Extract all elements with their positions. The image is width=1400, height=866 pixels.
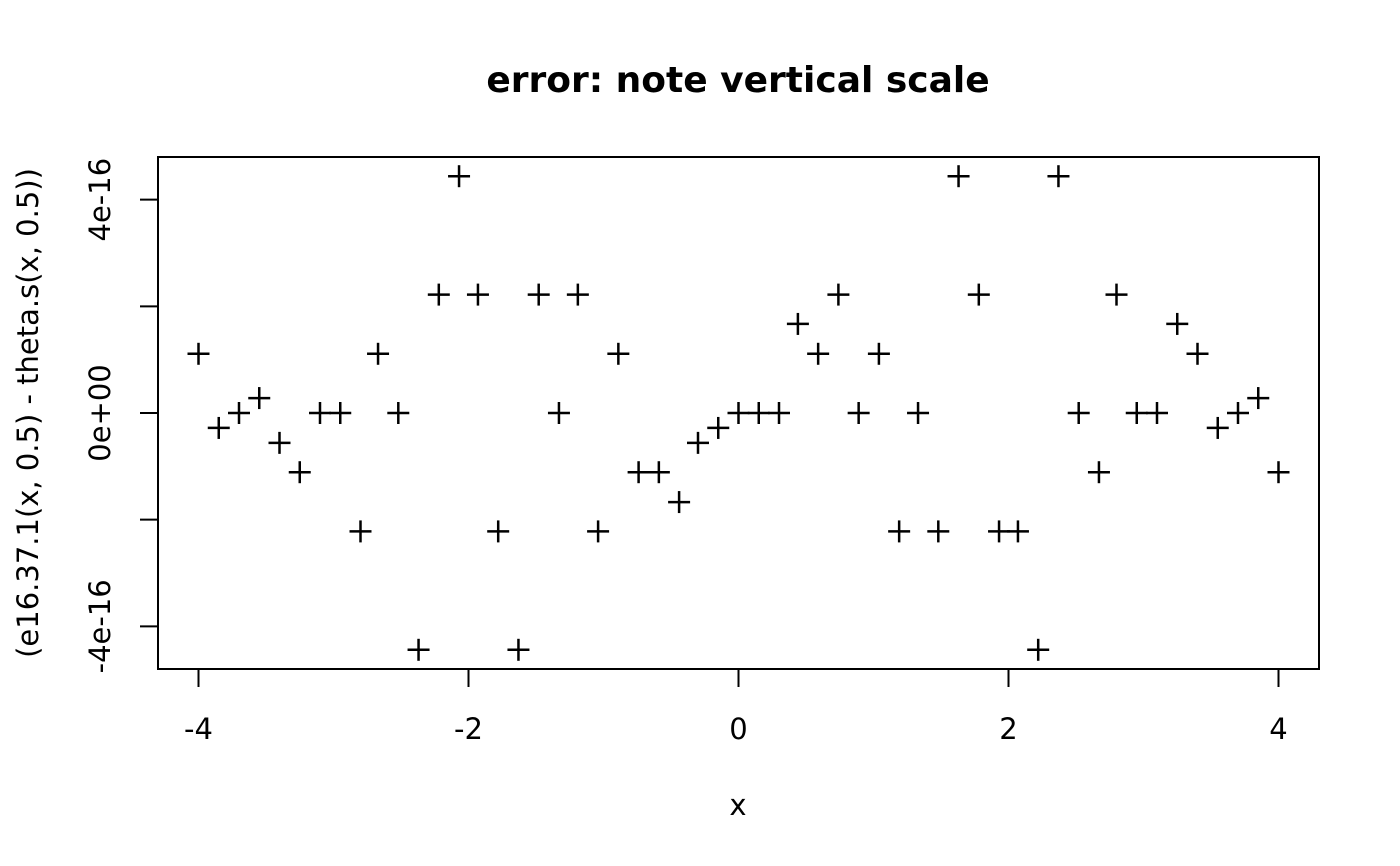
data-point	[349, 520, 372, 543]
data-point	[566, 283, 589, 306]
data-point	[329, 402, 352, 424]
data-point	[607, 342, 630, 365]
data-point	[228, 402, 250, 424]
data-point	[847, 402, 870, 424]
data-point	[687, 431, 709, 454]
data-point	[1125, 402, 1148, 424]
data-point	[367, 342, 390, 365]
data-point	[1027, 638, 1050, 661]
data-point	[627, 461, 650, 484]
data-point	[288, 461, 311, 484]
data-point	[907, 402, 930, 424]
data-point	[1146, 402, 1168, 424]
data-point	[187, 342, 210, 365]
data-point	[1227, 402, 1249, 424]
data-point	[988, 520, 1011, 543]
data-point	[1267, 461, 1290, 484]
data-point	[587, 520, 610, 543]
data-point	[786, 312, 809, 335]
data-point	[947, 165, 970, 188]
data-point	[547, 402, 570, 424]
x-tick-label: 0	[729, 712, 747, 746]
data-point	[527, 283, 550, 306]
data-points	[187, 165, 1290, 661]
data-point	[707, 416, 730, 439]
data-point	[867, 342, 890, 365]
data-point	[1087, 461, 1110, 484]
x-axis: -4 -2 0 2 4	[184, 668, 1288, 746]
x-tick-label: -2	[454, 712, 483, 746]
data-point	[487, 520, 510, 543]
data-point	[427, 283, 450, 306]
data-point	[888, 520, 911, 543]
data-point	[827, 283, 850, 306]
data-point	[507, 638, 530, 661]
data-point	[1186, 342, 1209, 365]
data-point	[309, 402, 331, 424]
data-point	[1206, 416, 1229, 439]
x-tick-label: 4	[1269, 712, 1287, 746]
data-point	[668, 491, 691, 514]
data-point	[1047, 165, 1070, 188]
data-point	[1067, 402, 1090, 424]
data-point	[466, 283, 489, 306]
y-tick-label: 4e-16	[83, 158, 117, 242]
chart-title: error: note vertical scale	[486, 60, 989, 101]
data-point	[207, 416, 230, 439]
data-point	[747, 402, 770, 424]
data-point	[248, 387, 271, 410]
y-tick-label: 0e+00	[83, 364, 117, 462]
y-tick-label: -4e-16	[83, 579, 117, 673]
data-point	[727, 402, 750, 424]
data-point	[768, 402, 790, 424]
x-tick-label: 2	[999, 712, 1017, 746]
data-point	[1105, 283, 1128, 306]
data-point	[387, 402, 410, 424]
y-axis: -4e-16 0e+00 4e-16	[83, 158, 159, 673]
data-point	[807, 342, 830, 365]
data-point	[967, 283, 990, 306]
data-point	[1166, 312, 1189, 335]
data-point	[407, 638, 430, 661]
data-point	[1247, 387, 1270, 410]
data-point	[1006, 520, 1029, 543]
data-point	[448, 165, 471, 188]
data-point	[927, 520, 950, 543]
data-point	[647, 461, 670, 484]
x-axis-label: x	[729, 788, 746, 822]
y-axis-label: (e16.37.1(x, 0.5) - theta.s(x, 0.5))	[11, 168, 45, 658]
data-point	[268, 431, 291, 454]
x-tick-label: -4	[184, 712, 213, 746]
